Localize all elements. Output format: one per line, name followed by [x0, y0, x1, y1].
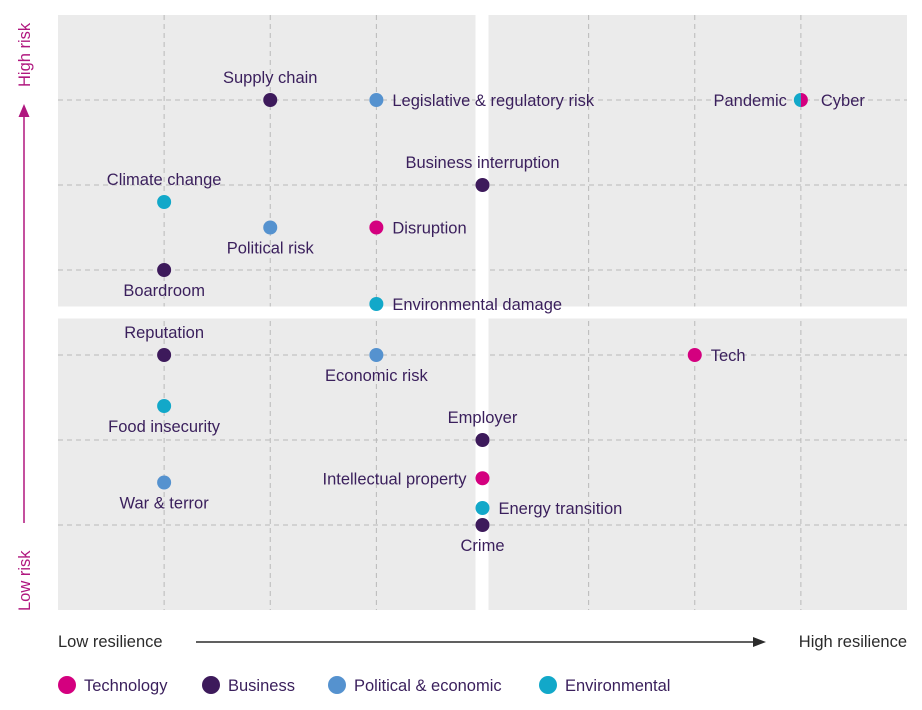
data-point-tech	[687, 348, 702, 362]
data-point-economic-risk	[369, 348, 384, 362]
legend-swatch-business	[202, 676, 220, 694]
legend-label-political: Political & economic	[354, 677, 502, 695]
legend-swatch-technology	[58, 676, 76, 694]
data-point-war-terror	[157, 475, 172, 490]
data-point-supply-chain	[263, 93, 278, 107]
data-label-business-interruption: Business interruption	[405, 154, 559, 172]
risk-axis: High risk Low risk	[16, 22, 34, 611]
data-label-pandemic: Pandemic	[714, 92, 787, 110]
data-label-crime: Crime	[461, 537, 505, 555]
data-label-employer: Employer	[448, 409, 518, 427]
data-point-crime	[475, 518, 490, 532]
legend-label-technology: Technology	[84, 677, 168, 695]
data-point-boardroom	[157, 263, 172, 277]
legend-item-business: Business	[202, 676, 295, 695]
data-label-reputation: Reputation	[124, 324, 204, 342]
resilience-axis: Low resilience High resilience	[58, 633, 907, 651]
data-label-cyber: Cyber	[821, 92, 866, 110]
data-label-disruption: Disruption	[392, 220, 466, 238]
data-label-political-risk: Political risk	[227, 240, 315, 258]
data-label-energy-transition: Energy transition	[499, 500, 623, 518]
data-point-legislative-regulatory-risk	[369, 93, 384, 107]
data-point-disruption	[369, 220, 384, 235]
legend-swatch-environmental	[539, 676, 557, 694]
legend-label-business: Business	[228, 677, 295, 695]
data-label-war-terror: War & terror	[120, 495, 210, 513]
data-point-employer	[475, 433, 490, 447]
legend: Technology Business Political & economic En…	[58, 676, 670, 695]
high-resilience-label: High resilience	[799, 633, 907, 651]
data-point-environmental-damage	[369, 297, 384, 311]
data-label-boardroom: Boardroom	[123, 282, 205, 300]
legend-item-political: Political & economic	[328, 676, 502, 695]
data-point-climate-change	[157, 195, 172, 209]
data-point-political-risk	[263, 220, 278, 235]
data-point-food-insecurity	[157, 399, 172, 413]
data-point-energy-transition	[475, 501, 490, 515]
data-label-supply-chain: Supply chain	[223, 69, 317, 87]
data-point-business-interruption	[475, 178, 490, 192]
low-resilience-label: Low resilience	[58, 633, 163, 651]
risk-axis-arrowhead-icon	[18, 104, 30, 117]
data-point-intellectual-property	[475, 471, 490, 486]
resilience-axis-arrowhead-icon	[753, 637, 766, 647]
legend-item-technology: Technology	[58, 676, 168, 695]
data-point-pandemic	[793, 93, 801, 108]
data-label-climate-change: Climate change	[107, 171, 222, 189]
legend-item-environmental: Environmental	[539, 676, 670, 695]
legend-label-environmental: Environmental	[565, 677, 670, 695]
data-label-environmental-damage: Environmental damage	[392, 296, 562, 314]
data-label-food-insecurity: Food insecurity	[108, 418, 221, 436]
low-risk-label: Low risk	[16, 550, 34, 611]
data-point-reputation	[157, 348, 172, 362]
quadrant-divider-horizontal	[58, 306, 907, 319]
data-point-cyber	[800, 93, 808, 108]
legend-swatch-political	[328, 676, 346, 694]
high-risk-label: High risk	[16, 22, 34, 87]
data-label-tech: Tech	[711, 347, 746, 365]
data-label-economic-risk: Economic risk	[325, 367, 428, 385]
data-label-legislative-regulatory-risk: Legislative & regulatory risk	[392, 92, 595, 110]
data-label-intellectual-property: Intellectual property	[323, 470, 468, 488]
